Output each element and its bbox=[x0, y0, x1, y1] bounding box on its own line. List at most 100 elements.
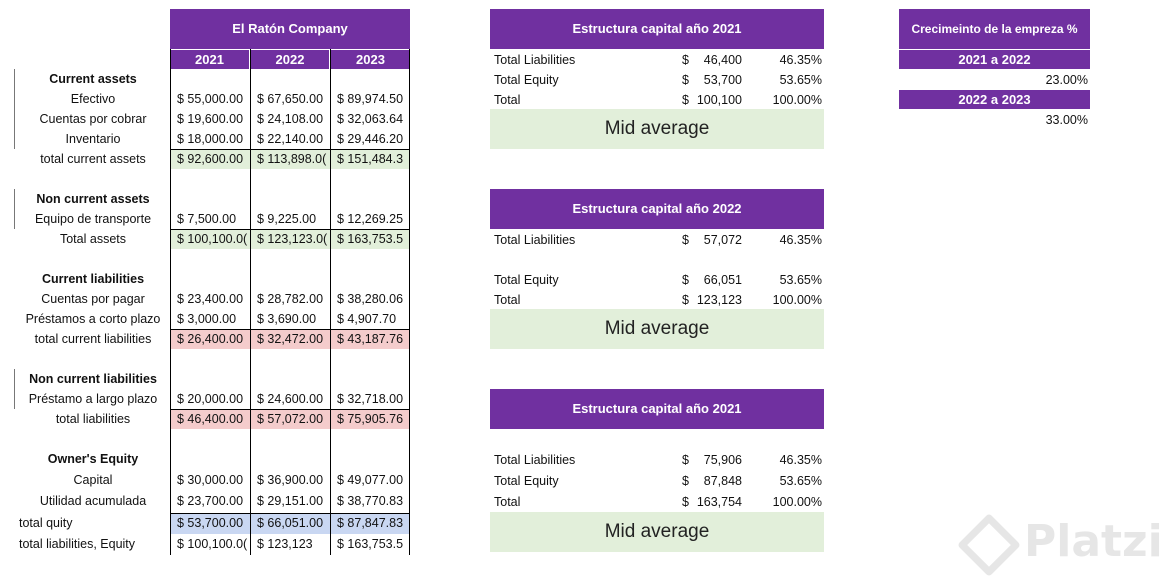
value-cell bbox=[331, 169, 409, 189]
value-cell bbox=[251, 449, 330, 469]
year-label: 2021 bbox=[195, 52, 224, 67]
value-cell bbox=[171, 249, 250, 269]
value-cell: $ 163,753.5 bbox=[337, 537, 404, 551]
growth-title-text: Crecimeinto de la empreza % bbox=[911, 22, 1078, 36]
value-cell: $ 9,225.00 bbox=[257, 212, 317, 226]
capital-row-pct: 100.00% bbox=[772, 293, 822, 307]
year-label: 2022 bbox=[275, 52, 305, 67]
capital-row-name: Total Liabilities bbox=[494, 233, 576, 247]
capital-row-name: Total Equity bbox=[494, 273, 559, 287]
value-cell: $ 163,753.5 bbox=[331, 229, 409, 249]
company-title-text: El Ratón Company bbox=[232, 21, 348, 36]
table-border-right bbox=[409, 49, 410, 555]
capital-row-pct: 46.35% bbox=[779, 53, 822, 67]
value-cell: $ 67,650.00 bbox=[257, 92, 324, 106]
value-cell: $ 24,108.00 bbox=[257, 112, 324, 126]
value-cell bbox=[251, 369, 330, 389]
platzi-watermark: Platzi bbox=[958, 510, 1163, 580]
growth-period-label: 2022 a 2023 bbox=[958, 92, 1031, 107]
mid-average-text: Mid average bbox=[604, 118, 710, 139]
value-cell: $ 87,847.83 bbox=[331, 513, 409, 534]
capital-row: Total Equity $53,700 53.65% bbox=[490, 70, 824, 90]
capital-row-pct: 53.65% bbox=[779, 273, 822, 287]
value-cell bbox=[171, 269, 250, 289]
value-cell bbox=[251, 169, 330, 189]
value-cell bbox=[171, 169, 250, 189]
table-border-mid2 bbox=[330, 49, 331, 555]
capital-row-value: 163,754 bbox=[696, 495, 742, 509]
row-label: total liabilities bbox=[55, 412, 131, 426]
capital-row: Total Liabilities $57,072 46.35% bbox=[490, 230, 824, 250]
capital-row-dollar: $ bbox=[682, 53, 689, 67]
value-cell bbox=[331, 369, 409, 389]
capital-row-dollar: $ bbox=[682, 453, 689, 467]
capital-row-pct: 100.00% bbox=[772, 495, 822, 509]
capital-title: Estructura capital año 2021 bbox=[490, 389, 824, 429]
mid-average-label: Mid average bbox=[490, 109, 824, 149]
value-cell: $ 100,100.0( bbox=[177, 537, 248, 551]
row-label: total quity bbox=[19, 516, 73, 530]
value-cell bbox=[331, 429, 409, 449]
value-cell: $ 32,063.64 bbox=[337, 112, 404, 126]
capital-row-value: 53,700 bbox=[703, 73, 742, 87]
value-cell bbox=[331, 349, 409, 369]
value-cell: $ 100,100.0( bbox=[171, 229, 250, 249]
value-cell bbox=[171, 349, 250, 369]
row-label: Cuentas por cobrar bbox=[39, 112, 147, 126]
capital-row-name: Total bbox=[494, 495, 521, 509]
row-label: Utilidad acumulada bbox=[39, 494, 147, 508]
row-top-border bbox=[170, 513, 410, 514]
row-label: Préstamos a corto plazo bbox=[25, 312, 161, 326]
row-label: Non current assets bbox=[36, 192, 150, 206]
year-label: 2023 bbox=[356, 52, 385, 67]
capital-title-text: Estructura capital año 2021 bbox=[572, 21, 742, 36]
value-cell: $ 43,187.76 bbox=[331, 329, 409, 349]
value-cell: $ 30,000.00 bbox=[177, 473, 244, 487]
value-cell: $ 32,718.00 bbox=[337, 392, 404, 406]
row-top-border bbox=[170, 229, 410, 230]
year-header-2021: 2021 bbox=[170, 50, 249, 69]
row-label bbox=[14, 169, 172, 189]
value-cell: $ 22,140.00 bbox=[257, 132, 324, 146]
growth-value-text: 33.00% bbox=[1045, 113, 1088, 127]
value-cell bbox=[251, 429, 330, 449]
mid-average-label: Mid average bbox=[490, 309, 824, 349]
capital-row-name: Total Equity bbox=[494, 474, 559, 488]
capital-row-value: 66,051 bbox=[703, 273, 742, 287]
growth-value: 33.00% bbox=[899, 110, 1088, 130]
capital-title: Estructura capital año 2022 bbox=[490, 189, 824, 229]
value-cell: $ 89,974.50 bbox=[337, 92, 404, 106]
row-label: total current liabilities bbox=[34, 332, 152, 346]
capital-row-dollar: $ bbox=[682, 73, 689, 87]
capital-row: Total Liabilities $46,400 46.35% bbox=[490, 50, 824, 70]
value-cell: $ 151,484.3 bbox=[331, 149, 409, 169]
capital-row-name: Total Liabilities bbox=[494, 53, 576, 67]
value-cell: $ 23,700.00 bbox=[177, 494, 244, 508]
growth-period-header: 2022 a 2023 bbox=[899, 90, 1090, 109]
row-label: Capital bbox=[73, 473, 113, 487]
capital-title-text: Estructura capital año 2022 bbox=[572, 201, 742, 216]
value-cell bbox=[251, 249, 330, 269]
value-cell bbox=[171, 189, 250, 209]
value-cell: $ 18,000.00 bbox=[177, 132, 244, 146]
capital-row-name: Total Liabilities bbox=[494, 453, 576, 467]
row-label: Cuentas por pagar bbox=[41, 292, 145, 306]
capital-row: Total $123,123 100.00% bbox=[490, 290, 824, 310]
row-top-border bbox=[170, 149, 410, 150]
capital-row-name: Total bbox=[494, 293, 521, 307]
value-cell: $ 38,280.06 bbox=[337, 292, 404, 306]
capital-row-dollar: $ bbox=[682, 495, 689, 509]
row-label: total current assets bbox=[40, 152, 146, 166]
value-cell: $ 49,077.00 bbox=[337, 473, 404, 487]
platzi-logo-icon bbox=[958, 514, 1020, 576]
value-cell: $ 57,072.00 bbox=[251, 409, 330, 429]
capital-row-pct: 46.35% bbox=[779, 453, 822, 467]
value-cell: $ 26,400.00 bbox=[171, 329, 250, 349]
table-border-mid1 bbox=[250, 49, 251, 555]
value-cell bbox=[331, 69, 409, 89]
capital-row-value: 87,848 bbox=[703, 474, 742, 488]
value-cell: $ 3,000.00 bbox=[177, 312, 237, 326]
group-bar bbox=[14, 189, 15, 229]
capital-row-value: 100,100 bbox=[696, 93, 742, 107]
year-header-2023: 2023 bbox=[331, 50, 410, 69]
